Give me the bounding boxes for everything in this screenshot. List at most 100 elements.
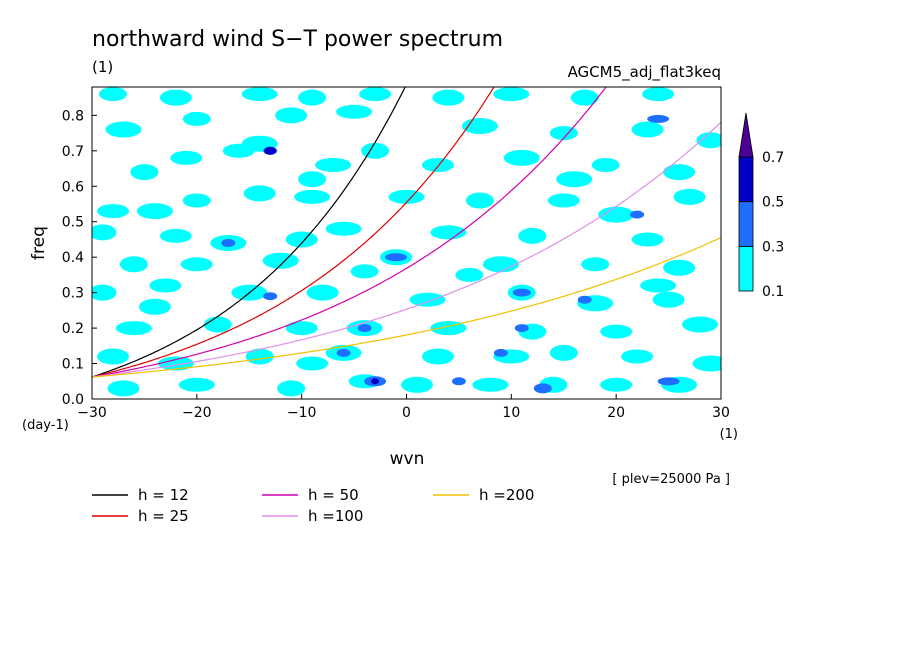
contour-blob [359,87,392,102]
contour-blob [262,252,299,269]
contour-blob [315,158,352,172]
colorbar-swatch [738,156,754,203]
dispersion-curves [92,87,721,378]
contour-blob [482,256,519,273]
contour-blob [149,278,182,293]
y-axis-label: freq [29,226,49,260]
x-axis-label: wvn [390,449,425,469]
dispersion-curve-h25 [92,87,495,378]
dispersion-curve-h200 [92,237,721,378]
contour-blob [298,171,327,188]
contour-blob [401,376,433,393]
contour-blob [577,295,592,304]
contour-blob [105,121,142,138]
legend-label-h12: h = 12 [138,486,189,504]
contour-blob [533,383,552,394]
contour-blob [422,158,454,172]
colorbar-level-label: 0.1 [762,284,784,300]
contour-blob [350,264,379,279]
legend-label-h100: h =100 [308,507,363,525]
contour-blob [336,104,373,119]
contour-blob [92,224,117,241]
y-unit-label: (day-1) [22,418,69,433]
colorbar-level-label: 0.3 [762,239,784,255]
contour-blob [640,278,677,293]
contour-blob [461,118,498,134]
contour-blob [241,87,278,102]
chart-title: northward wind S−T power spectrum [92,27,503,52]
level-note: [ plev=25000 Pa ] [612,472,730,487]
contour-blob [696,132,721,149]
contour-blob [547,193,580,208]
x-unit-label: (1) [720,427,738,442]
contour-blob [682,316,718,333]
contour-blob [591,158,620,172]
contour-blob [581,257,610,272]
contour-blob [130,164,159,181]
contour-blob [306,284,339,301]
contour-blob [97,204,129,219]
contour-blob [472,377,509,392]
y-tick-label: 0.4 [62,250,84,266]
contour-blob [503,149,540,166]
contour-blob [182,111,211,126]
contour-blob [107,380,140,397]
contour-blob [514,324,529,333]
contour-blob [432,89,465,106]
spectrum-contours [92,87,721,397]
contour-blob [430,225,467,240]
contour-blob [264,146,277,155]
contour-blob [221,239,236,247]
contour-blob [138,298,171,315]
contour-blob [652,291,685,308]
contour-blob [361,142,390,159]
contour-blob [182,193,211,208]
contour-blob [180,257,213,272]
y-tick-label: 0.6 [62,179,84,195]
contour-blob [298,89,327,106]
dispersion-curve-h50 [92,87,607,378]
contour-blob [203,316,232,333]
contour-blob [136,203,173,220]
contour-blob [409,292,446,307]
colorbar-level-label: 0.7 [762,150,784,166]
contour-blob [512,288,531,297]
contour-blob [294,189,331,204]
contour-blob [549,344,578,361]
contour-blob [630,210,645,219]
x-tick-label: −30 [77,405,107,421]
contour-blob [97,348,129,365]
contour-blob [570,89,599,106]
x-tick-label: 20 [607,405,625,421]
contour-blob [621,349,654,364]
contour-blob [598,206,635,223]
contour-blob [285,231,318,248]
contour-blob [600,377,633,392]
contour-blob [631,121,664,138]
contour-blob [243,185,276,202]
y-tick-label: 0.1 [62,357,84,373]
x-tick-label: 10 [502,405,520,421]
x-tick-label: −10 [287,405,317,421]
y-tick-label: 0.0 [62,392,84,408]
contour-blob [385,253,407,262]
contour-blob [455,267,484,282]
experiment-label: AGCM5_adj_flat3keq [568,63,721,82]
contour-blob [600,324,633,339]
contour-blob [647,114,670,123]
y-tick-label: 0.5 [62,215,84,231]
y-tick-label: 0.8 [62,108,84,124]
contour-blob [692,355,721,372]
contour-blob [422,348,454,365]
legend-label-h25: h = 25 [138,507,189,525]
contour-blob [325,221,362,236]
contour-blob [119,256,148,273]
contour-blob [663,259,696,276]
contour-blob [159,89,192,106]
contour-blob [518,227,547,244]
y-tick-label: 0.7 [62,144,84,160]
plot-background [92,87,721,399]
contour-blob [296,356,329,371]
legend: h = 12 h = 25 h = 50 h =100 h =200 [92,486,534,525]
